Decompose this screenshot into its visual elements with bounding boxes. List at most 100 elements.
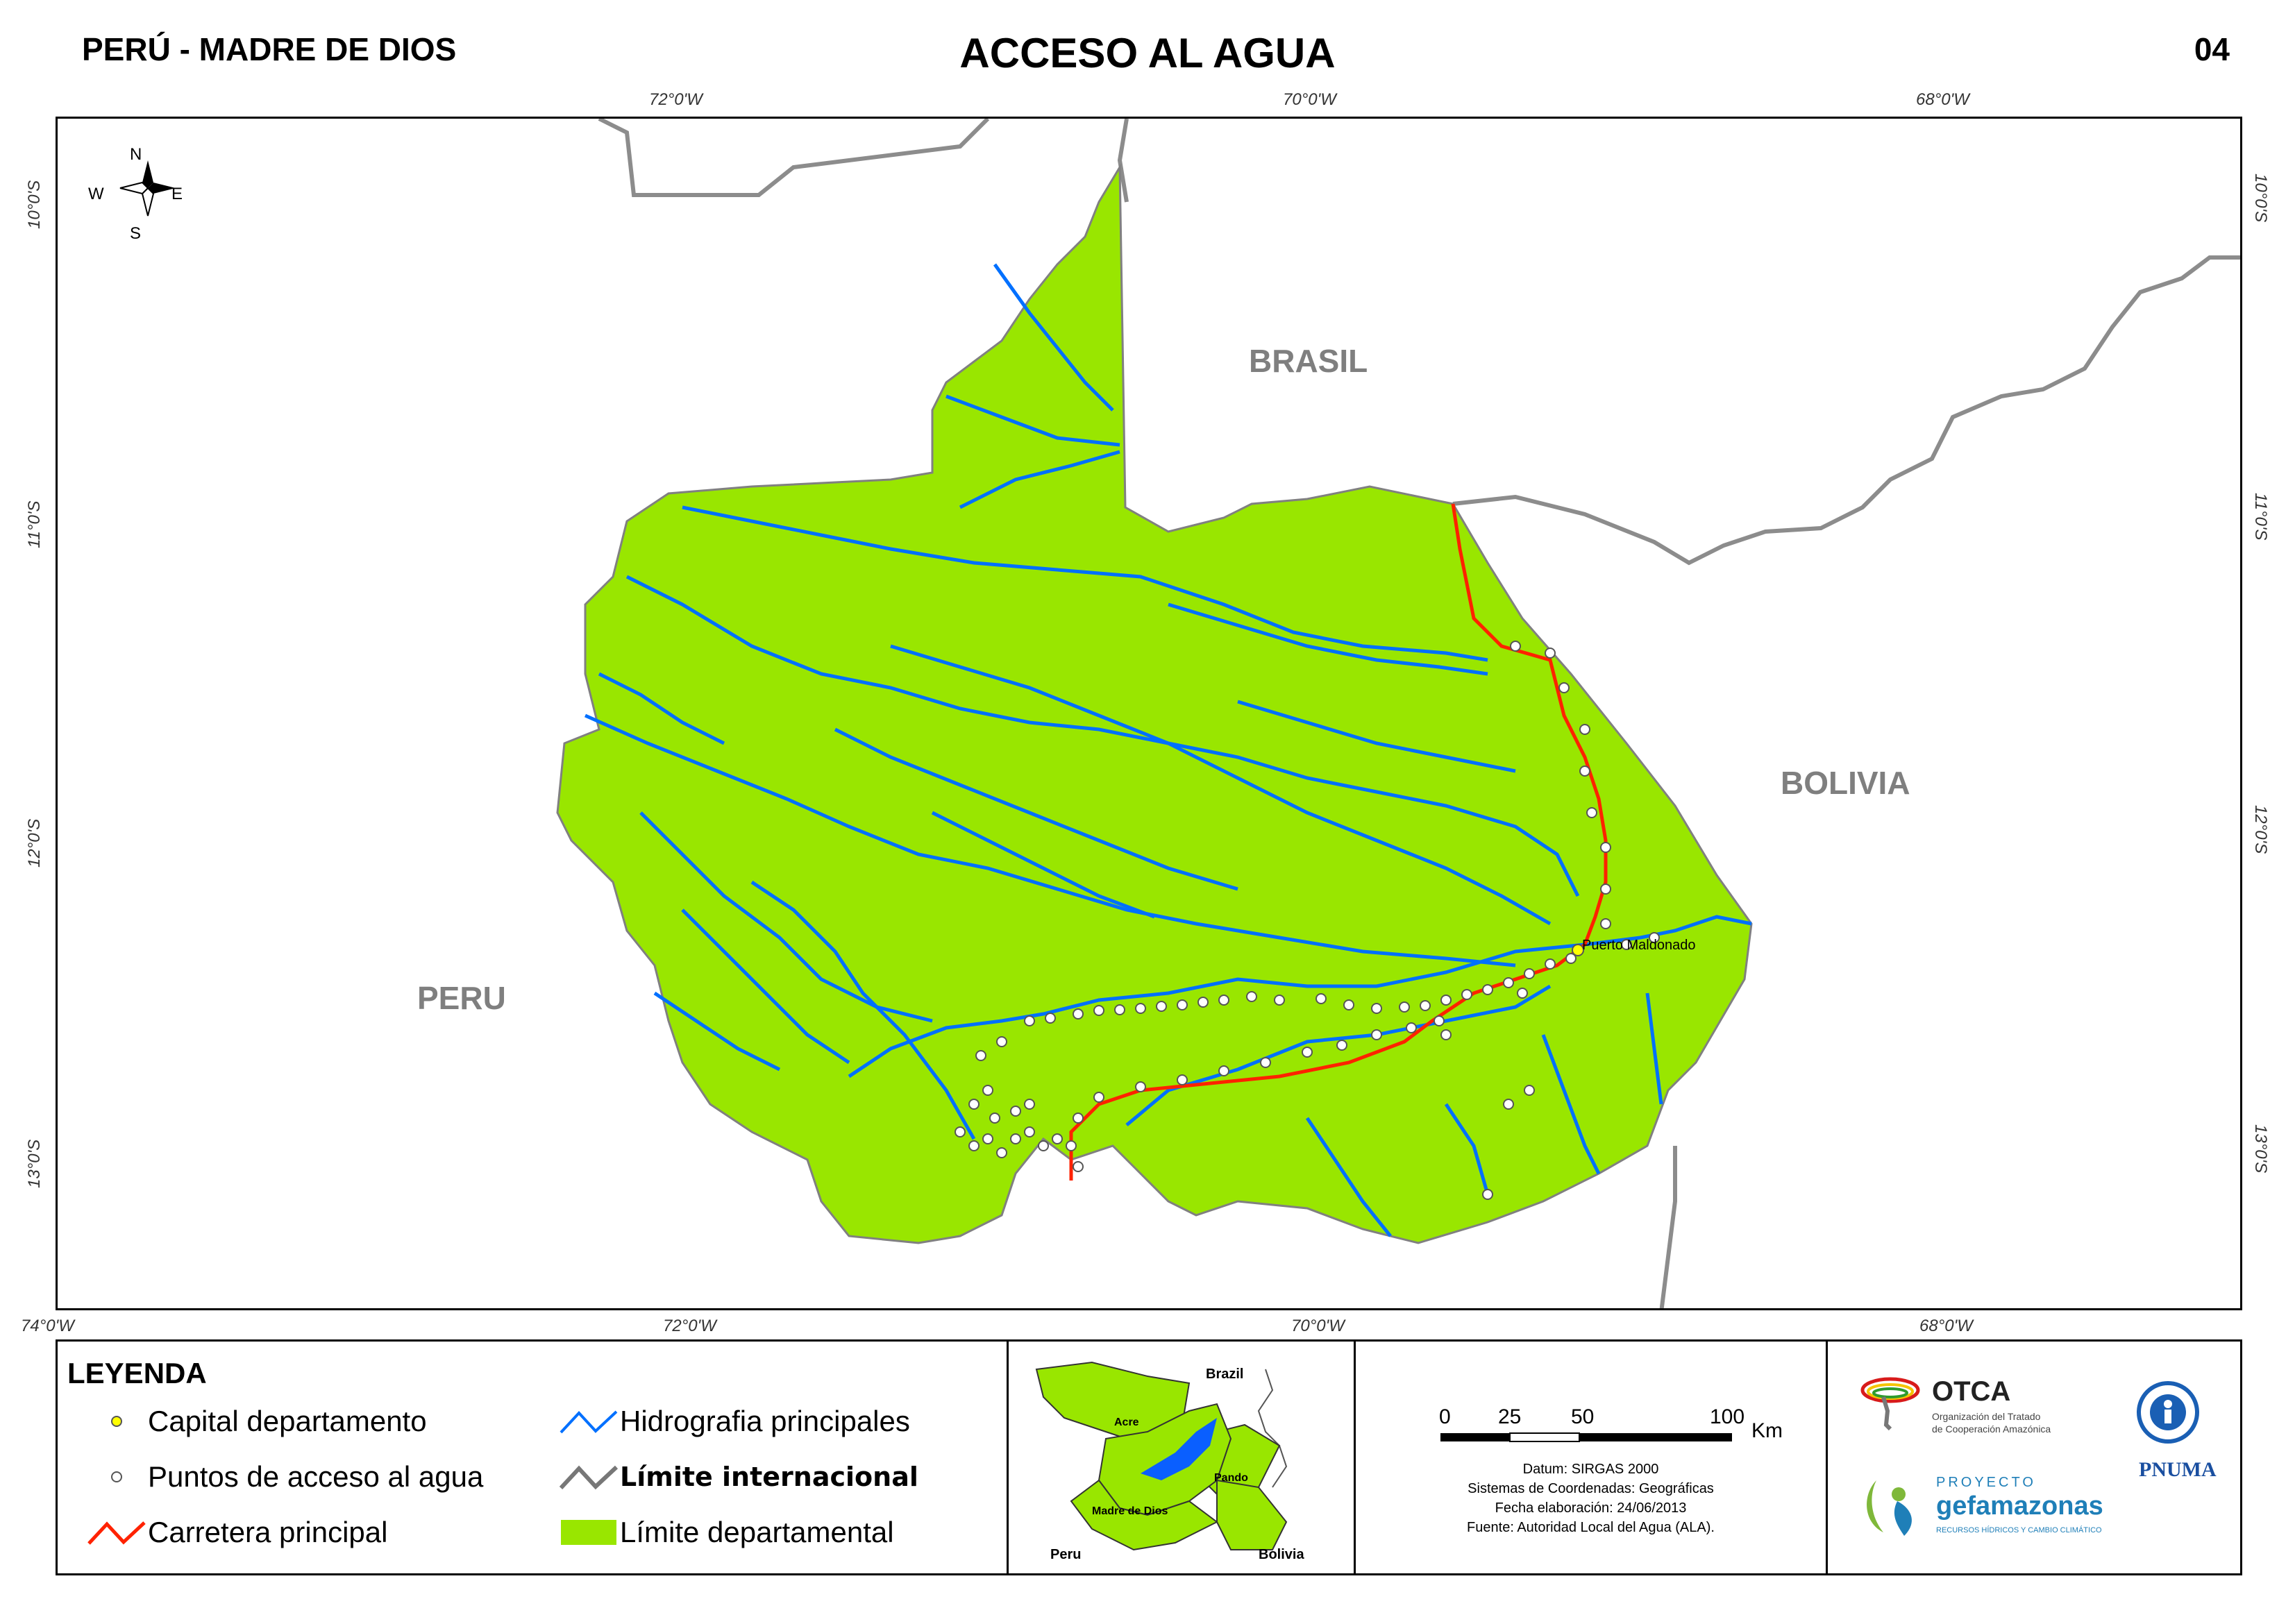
otca-name: OTCA: [1932, 1376, 2011, 1407]
legend-label-rivers: Hidrografia principales: [620, 1405, 910, 1437]
river-upper-2: [625, 575, 1580, 897]
otca-sub-2: de Cooperación Amazónica: [1932, 1423, 2051, 1435]
compass-s: S: [130, 224, 142, 243]
inset-water-body: [1141, 1418, 1217, 1480]
river-mid-2: [890, 644, 1552, 926]
pnuma-logo-icon: [2137, 1381, 2199, 1444]
scale-tick-100: 100: [1710, 1405, 1745, 1428]
river-west-4: [653, 991, 781, 1072]
otca-logo-icon: [1860, 1377, 1920, 1431]
legend-item-water-points: Puntos de acceso al agua: [85, 1460, 483, 1494]
gef-sub: RECURSOS HÍDRICOS Y CAMBIO CLIMÁTICO: [1936, 1526, 2102, 1534]
compass-e: E: [171, 185, 183, 203]
tick-right-10s: 10°0'S: [2251, 174, 2270, 223]
tick-top-72w: 72°0'W: [649, 90, 703, 109]
tick-right-11s: 11°0'S: [2251, 493, 2270, 541]
tick-left-11s: 11°0'S: [25, 500, 44, 548]
inset-label-pando: Pando: [1214, 1472, 1248, 1484]
label-puerto-maldonado: Puerto Maldonado: [1582, 938, 1696, 953]
scale-tick-50: 50: [1571, 1405, 1595, 1428]
compass-w: W: [88, 185, 104, 203]
river-north-1: [993, 263, 1114, 412]
pnuma-name: PNUMA: [2139, 1458, 2217, 1481]
tick-bottom-74w: 74°0'W: [21, 1317, 74, 1335]
compass-n: N: [130, 145, 142, 164]
tick-right-12s: 12°0'S: [2251, 805, 2270, 854]
scale-info-cell: 0 25 50 100 Km Datum: SIRGAS 2000 Sistem…: [1356, 1342, 1828, 1573]
red-line-icon: [87, 1521, 146, 1545]
inset-label-bolivia: Bolivia: [1259, 1547, 1304, 1562]
river-central-2: [931, 811, 1155, 919]
madre-de-dios-department: [556, 163, 1753, 1244]
river-mid-1: [584, 713, 1516, 967]
river-north-2: [945, 394, 1120, 447]
gef-logo-icon: [1867, 1480, 1912, 1536]
legend-cell: LEYENDA Capital departamento Puntos de a…: [58, 1342, 1009, 1573]
scale-bar: [1440, 1432, 1732, 1442]
river-south-2: [1444, 1103, 1490, 1195]
legend-label-capital: Capital departamento: [148, 1405, 427, 1437]
yellow-dot-icon: [111, 1416, 122, 1427]
legend-label-department: Límite departamental: [620, 1516, 894, 1548]
tick-bottom-68w: 68°0'W: [1919, 1317, 1973, 1335]
region-heading: PERÚ - MADRE DE DIOS: [82, 31, 457, 67]
river-south-3: [1541, 1034, 1601, 1175]
info-date: Fecha elaboración: 24/06/2013: [1495, 1500, 1687, 1516]
legend-item-capital: Capital departamento: [85, 1404, 427, 1439]
logos-cell: OTCA Organización del Tratado de Coopera…: [1828, 1342, 2244, 1573]
international-border-brazil-peru: [1117, 119, 1129, 203]
legend-panel: LEYENDA Capital departamento Puntos de a…: [56, 1339, 2242, 1575]
inset-map-cell: Brazil Acre Pando Madre de Dios Peru Bol…: [1009, 1342, 1356, 1573]
river-central-1: [834, 727, 1238, 891]
river-upper-1: [682, 505, 1488, 662]
river-main: [848, 915, 1752, 1079]
scale-tick-25: 25: [1498, 1405, 1522, 1428]
river-north-3: [959, 450, 1120, 509]
legend-item-department: Límite departamental: [557, 1515, 894, 1550]
inset-label-brazil: Brazil: [1206, 1367, 1244, 1382]
map-frame: BRASIL BOLIVIA PERU Puerto Maldonado N S…: [56, 117, 2242, 1310]
river-ne: [1168, 602, 1488, 676]
capital-puerto-maldonado: [1572, 944, 1584, 956]
legend-item-road: Carretera principal: [85, 1515, 387, 1550]
legend-label-water-points: Puntos de acceso al agua: [148, 1460, 484, 1493]
inset-brazil-border: [1257, 1369, 1288, 1488]
label-brasil: BRASIL: [1249, 343, 1368, 379]
info-source: Fuente: Autoridad Local del Agua (ALA).: [1467, 1520, 1715, 1535]
scale-tick-0: 0: [1439, 1405, 1451, 1428]
compass-icon: [119, 160, 176, 217]
otca-sub-1: Organización del Tratado: [1932, 1411, 2041, 1422]
international-border-north: [598, 119, 990, 197]
river-bolivia: [1645, 992, 1663, 1105]
tick-left-13s: 13°0'S: [25, 1139, 44, 1188]
river-ne-2: [1237, 700, 1516, 773]
legend-title: LEYENDA: [67, 1357, 207, 1389]
map-title: ACCESO AL AGUA: [959, 30, 1336, 76]
tick-top-68w: 68°0'W: [1916, 90, 1969, 109]
tick-bottom-70w: 70°0'W: [1291, 1317, 1345, 1335]
label-bolivia: BOLIVIA: [1781, 765, 1910, 801]
international-border-peru-bolivia: [1659, 1146, 1677, 1308]
inset-label-acre: Acre: [1114, 1416, 1139, 1428]
tick-right-13s: 13°0'S: [2251, 1124, 2270, 1174]
map-canvas: [119, 119, 2240, 1308]
label-peru: PERU: [417, 980, 506, 1016]
legend-item-rivers: Hidrografia principales: [557, 1404, 910, 1439]
inset-label-madre: Madre de Dios: [1092, 1505, 1168, 1517]
white-dot-icon: [111, 1471, 122, 1482]
map-number: 04: [2194, 31, 2230, 67]
river-sw: [750, 880, 976, 1140]
tick-left-12s: 12°0'S: [25, 818, 44, 868]
legend-item-intl-border: Límite internacional: [557, 1460, 918, 1494]
river-south-1: [1305, 1117, 1392, 1237]
international-border-brazil-bolivia: [1452, 255, 2240, 566]
inset-peru-south: [1070, 1479, 1218, 1551]
water-access-points: [955, 641, 1660, 1200]
gef-top: PROYECTO: [1936, 1475, 2036, 1490]
tick-bottom-72w: 72°0'W: [663, 1317, 716, 1335]
legend-label-intl-border: Límite internacional: [620, 1462, 918, 1492]
legend-label-road: Carretera principal: [148, 1516, 388, 1548]
green-fill-icon: [561, 1520, 616, 1545]
info-datum: Datum: SIRGAS 2000: [1522, 1462, 1659, 1477]
inset-label-peru: Peru: [1050, 1547, 1082, 1562]
